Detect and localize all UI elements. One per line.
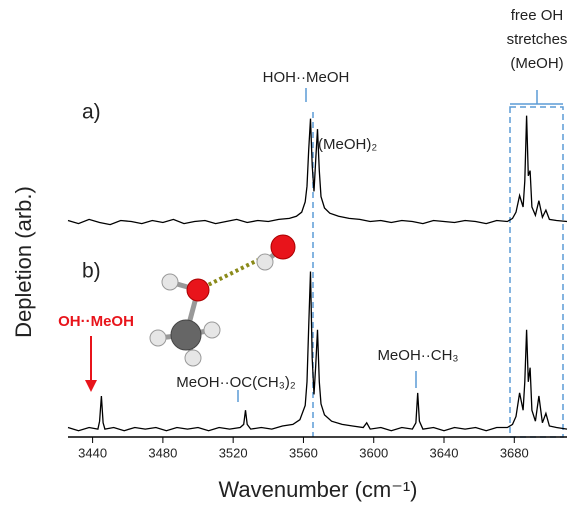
x-tick-label: 3520 xyxy=(219,445,248,460)
annotation: stretches xyxy=(507,31,568,48)
page: {"chart_data": [ {"type": "line", "label… xyxy=(0,0,569,506)
annotation: (MeOH)₂ xyxy=(318,136,377,153)
annotation: (MeOH) xyxy=(510,55,563,72)
annotation: MeOH··CH₃ xyxy=(377,347,458,364)
spectrum-line xyxy=(68,272,567,431)
annotation: free OH xyxy=(511,7,564,24)
molecule xyxy=(150,235,295,366)
guide-box xyxy=(510,107,563,437)
panel-label: b) xyxy=(82,260,101,283)
annotation-arrow-head xyxy=(85,380,97,392)
annotation: HOH··MeOH xyxy=(263,69,350,86)
x-tick-label: 3640 xyxy=(430,445,459,460)
spectrum-line xyxy=(68,116,567,225)
bracket xyxy=(510,90,563,104)
x-tick-label: 3440 xyxy=(78,445,107,460)
chart: a) b) HOH··MeOH (MeOH)₂ free OH stretche… xyxy=(0,0,569,506)
x-tick-label: 3480 xyxy=(148,445,177,460)
y-axis-title: Depletion (arb.) xyxy=(11,186,36,338)
annotation: MeOH··OC(CH₃)₂ xyxy=(176,374,296,391)
annotation: OH··MeOH xyxy=(58,313,134,330)
x-tick-label: 3600 xyxy=(359,445,388,460)
x-tick-label: 3560 xyxy=(289,445,318,460)
x-axis-title: Wavenumber (cm⁻¹) xyxy=(218,477,417,502)
x-tick-label: 3680 xyxy=(500,445,529,460)
panel-label: a) xyxy=(82,101,101,124)
